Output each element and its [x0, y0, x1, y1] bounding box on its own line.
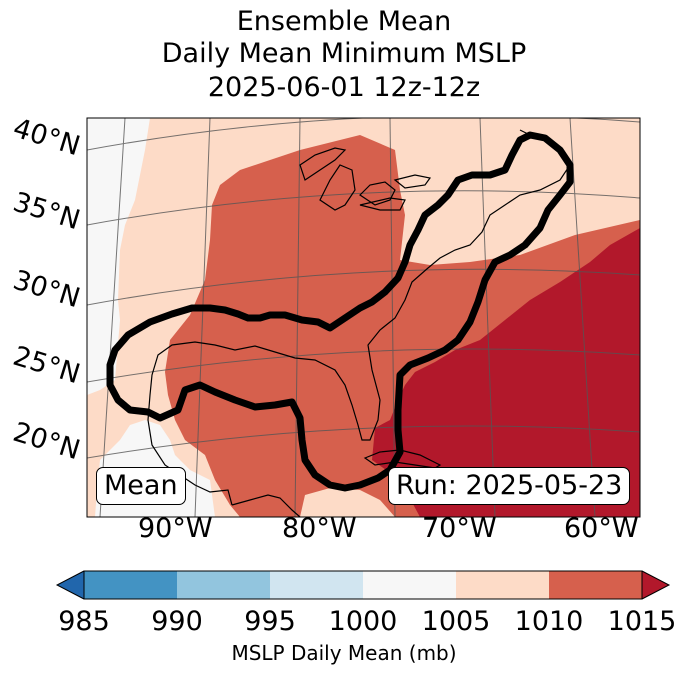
lon-label-80: 80°W [282, 513, 357, 544]
colorbar-tick-985: 985 [58, 606, 110, 637]
colorbar-label: MSLP Daily Mean (mb) [231, 641, 457, 665]
lon-label-70: 70°W [422, 513, 497, 544]
mslp-region-1005-1010-south [300, 488, 395, 517]
lon-label-90: 90°W [138, 513, 213, 544]
run-date-badge: Run: 2025-05-23 [388, 467, 631, 505]
colorbar-tick-995: 995 [244, 606, 296, 637]
colorbar-tick-1000: 1000 [328, 606, 398, 637]
lon-label-60: 60°W [564, 513, 639, 544]
title-line-2: Daily Mean Minimum MSLP [161, 38, 527, 69]
colorbar-tick-1015: 1015 [607, 606, 677, 637]
title-line-3: 2025-06-01 12z-12z [207, 72, 481, 103]
mslp-region-over-1015 [372, 228, 640, 517]
mean-badge: Mean [96, 467, 186, 505]
map-frame [86, 117, 641, 518]
title-line-1: Ensemble Mean [236, 6, 452, 37]
ensemble-contour [106, 131, 574, 492]
colorbar-tick-1010: 1010 [514, 606, 584, 637]
colorbar-tick-990: 990 [151, 606, 203, 637]
colorbar-tick-1005: 1005 [421, 606, 491, 637]
